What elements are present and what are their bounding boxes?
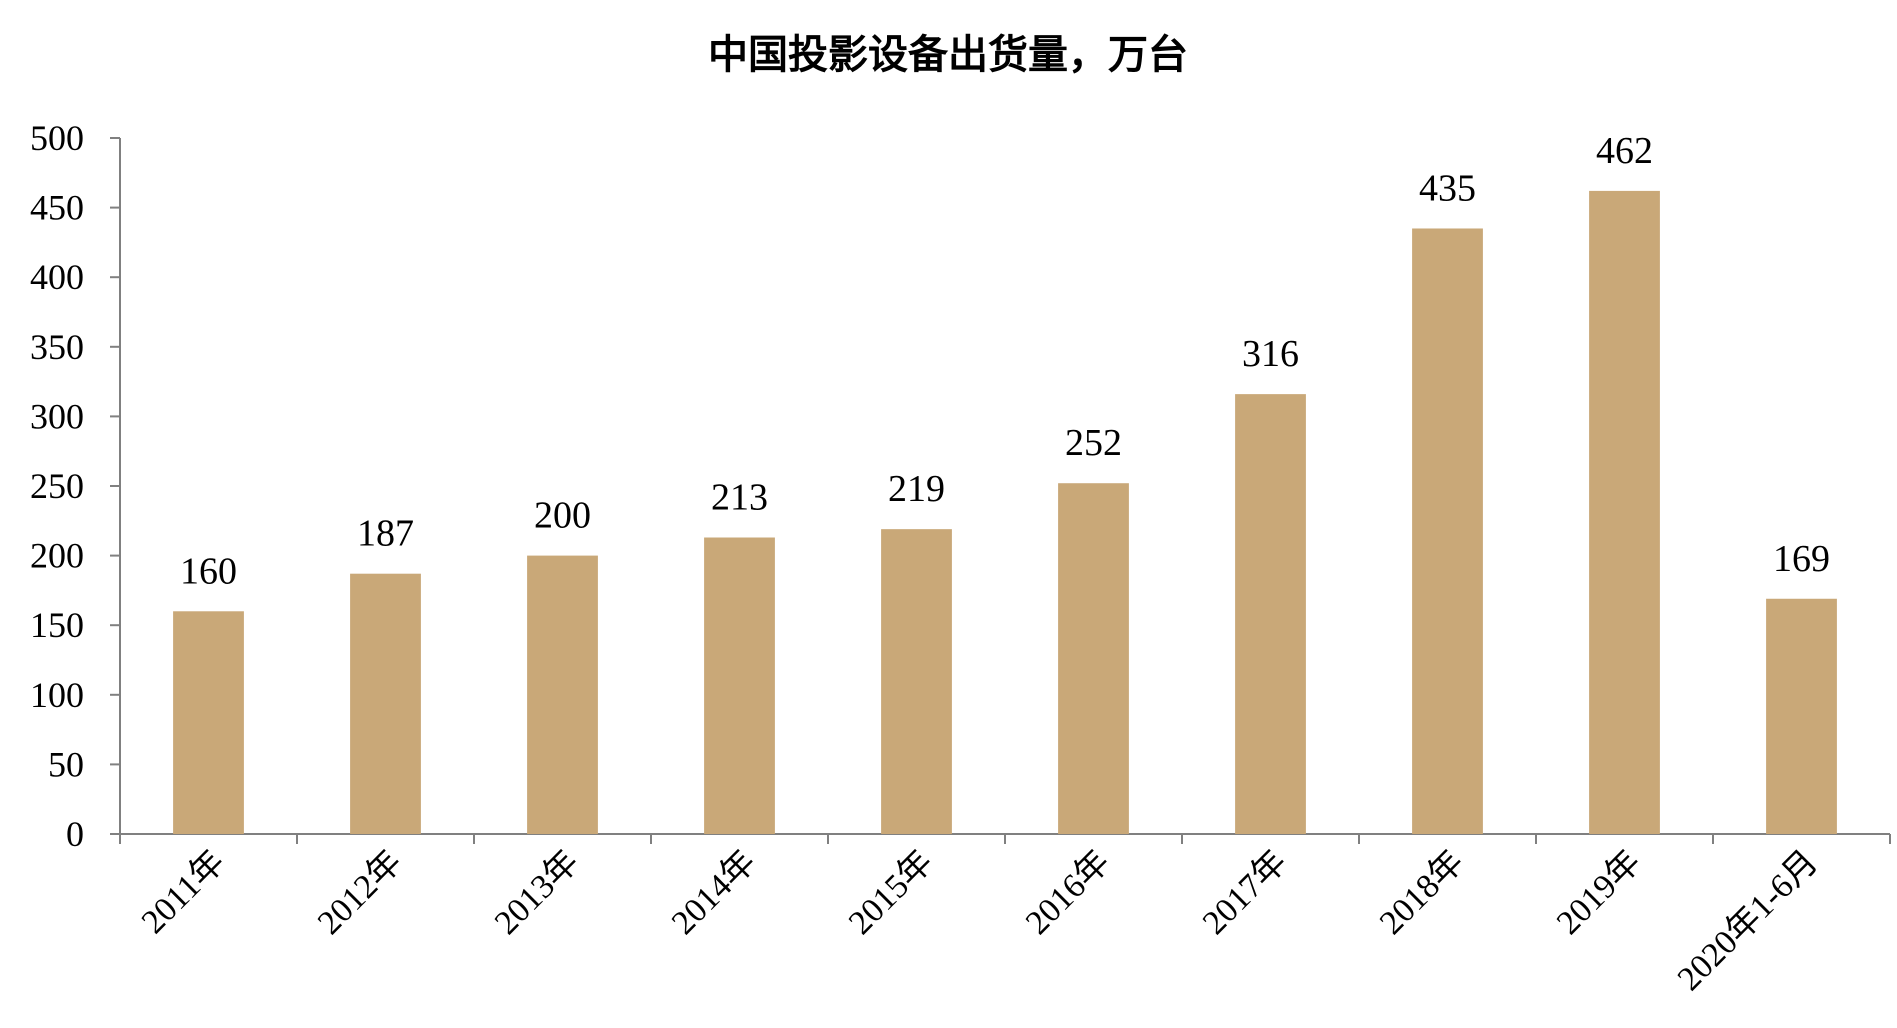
y-tick-label: 0 — [66, 814, 84, 854]
y-tick-label: 50 — [48, 744, 84, 784]
bar — [527, 555, 598, 834]
data-label: 219 — [888, 468, 945, 510]
y-tick-label: 150 — [30, 605, 84, 645]
x-tick-label: 2012年 — [310, 843, 409, 942]
data-label: 200 — [534, 495, 591, 537]
y-tick-label: 350 — [30, 327, 84, 367]
y-tick-label: 500 — [30, 118, 84, 158]
bar — [350, 573, 421, 834]
x-tick-label: 2013年 — [487, 843, 586, 942]
bars — [173, 190, 1837, 835]
bar — [881, 529, 952, 834]
y-axis: 0 50 100 150 200 250 300 350 400 450 500 — [30, 118, 121, 854]
chart-title: 中国投影设备出货量，万台 — [708, 32, 1188, 78]
data-label: 462 — [1596, 130, 1653, 172]
x-tick-label: 2011年 — [134, 843, 232, 941]
y-tick-label: 300 — [30, 396, 84, 436]
data-label: 169 — [1773, 538, 1830, 580]
bar — [1766, 598, 1837, 834]
data-label: 316 — [1242, 333, 1299, 375]
bar — [1589, 190, 1660, 834]
bar — [173, 611, 244, 834]
y-tick-label: 250 — [30, 466, 84, 506]
data-label: 435 — [1419, 167, 1476, 209]
x-tick-label: 2019年 — [1549, 843, 1648, 942]
x-tick-label: 2016年 — [1018, 843, 1117, 942]
x-tick-label: 2017年 — [1195, 843, 1294, 942]
data-label: 160 — [180, 550, 237, 592]
x-axis: 2011年 2012年 2013年 2014年 2015年 2016年 2017年 2018年… — [119, 833, 1891, 998]
data-label: 213 — [711, 477, 768, 519]
bar — [1235, 394, 1306, 834]
x-tick-label: 2015年 — [841, 843, 940, 942]
y-tick-label: 200 — [30, 536, 84, 576]
x-tick-label: 2018年 — [1372, 843, 1471, 942]
bar — [1412, 228, 1483, 835]
y-tick-label: 400 — [30, 257, 84, 297]
x-tick-label: 2014年 — [664, 843, 763, 942]
x-tick-label: 2020年1-6月 — [1670, 843, 1825, 998]
data-label: 252 — [1065, 422, 1122, 464]
y-tick-label: 100 — [30, 675, 84, 715]
bar — [1058, 483, 1129, 834]
y-tick-label: 450 — [30, 188, 84, 228]
bar — [704, 537, 775, 834]
data-labels: 160 187 200 213 219 252 316 435 462 169 — [180, 130, 1830, 592]
data-label: 187 — [357, 513, 414, 555]
